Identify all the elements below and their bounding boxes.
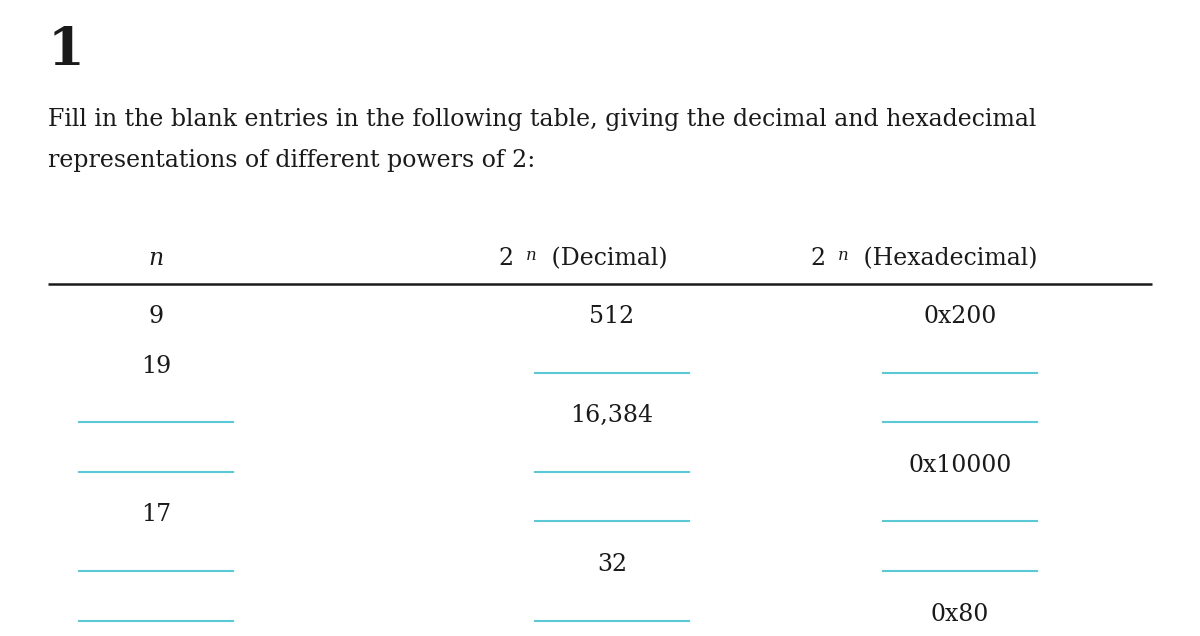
Text: 0x200: 0x200 [923, 305, 997, 328]
Text: 32: 32 [596, 553, 628, 576]
Text: 17: 17 [140, 504, 172, 527]
Text: 2: 2 [810, 247, 826, 270]
Text: n: n [526, 247, 536, 264]
Text: 19: 19 [140, 355, 172, 378]
Text: 2: 2 [498, 247, 514, 270]
Text: n: n [838, 247, 848, 264]
Text: (Hexadecimal): (Hexadecimal) [856, 247, 1037, 270]
Text: Fill in the blank entries in the following table, giving the decimal and hexadec: Fill in the blank entries in the followi… [48, 108, 1037, 131]
Text: 0x80: 0x80 [931, 603, 989, 626]
Text: 9: 9 [149, 305, 163, 328]
Text: 0x10000: 0x10000 [908, 454, 1012, 477]
Text: 16,384: 16,384 [570, 404, 654, 427]
Text: representations of different powers of 2:: representations of different powers of 2… [48, 149, 535, 172]
Text: 512: 512 [589, 305, 635, 328]
Text: (Decimal): (Decimal) [544, 247, 667, 270]
Text: 1: 1 [48, 25, 85, 76]
Text: n: n [149, 247, 163, 270]
